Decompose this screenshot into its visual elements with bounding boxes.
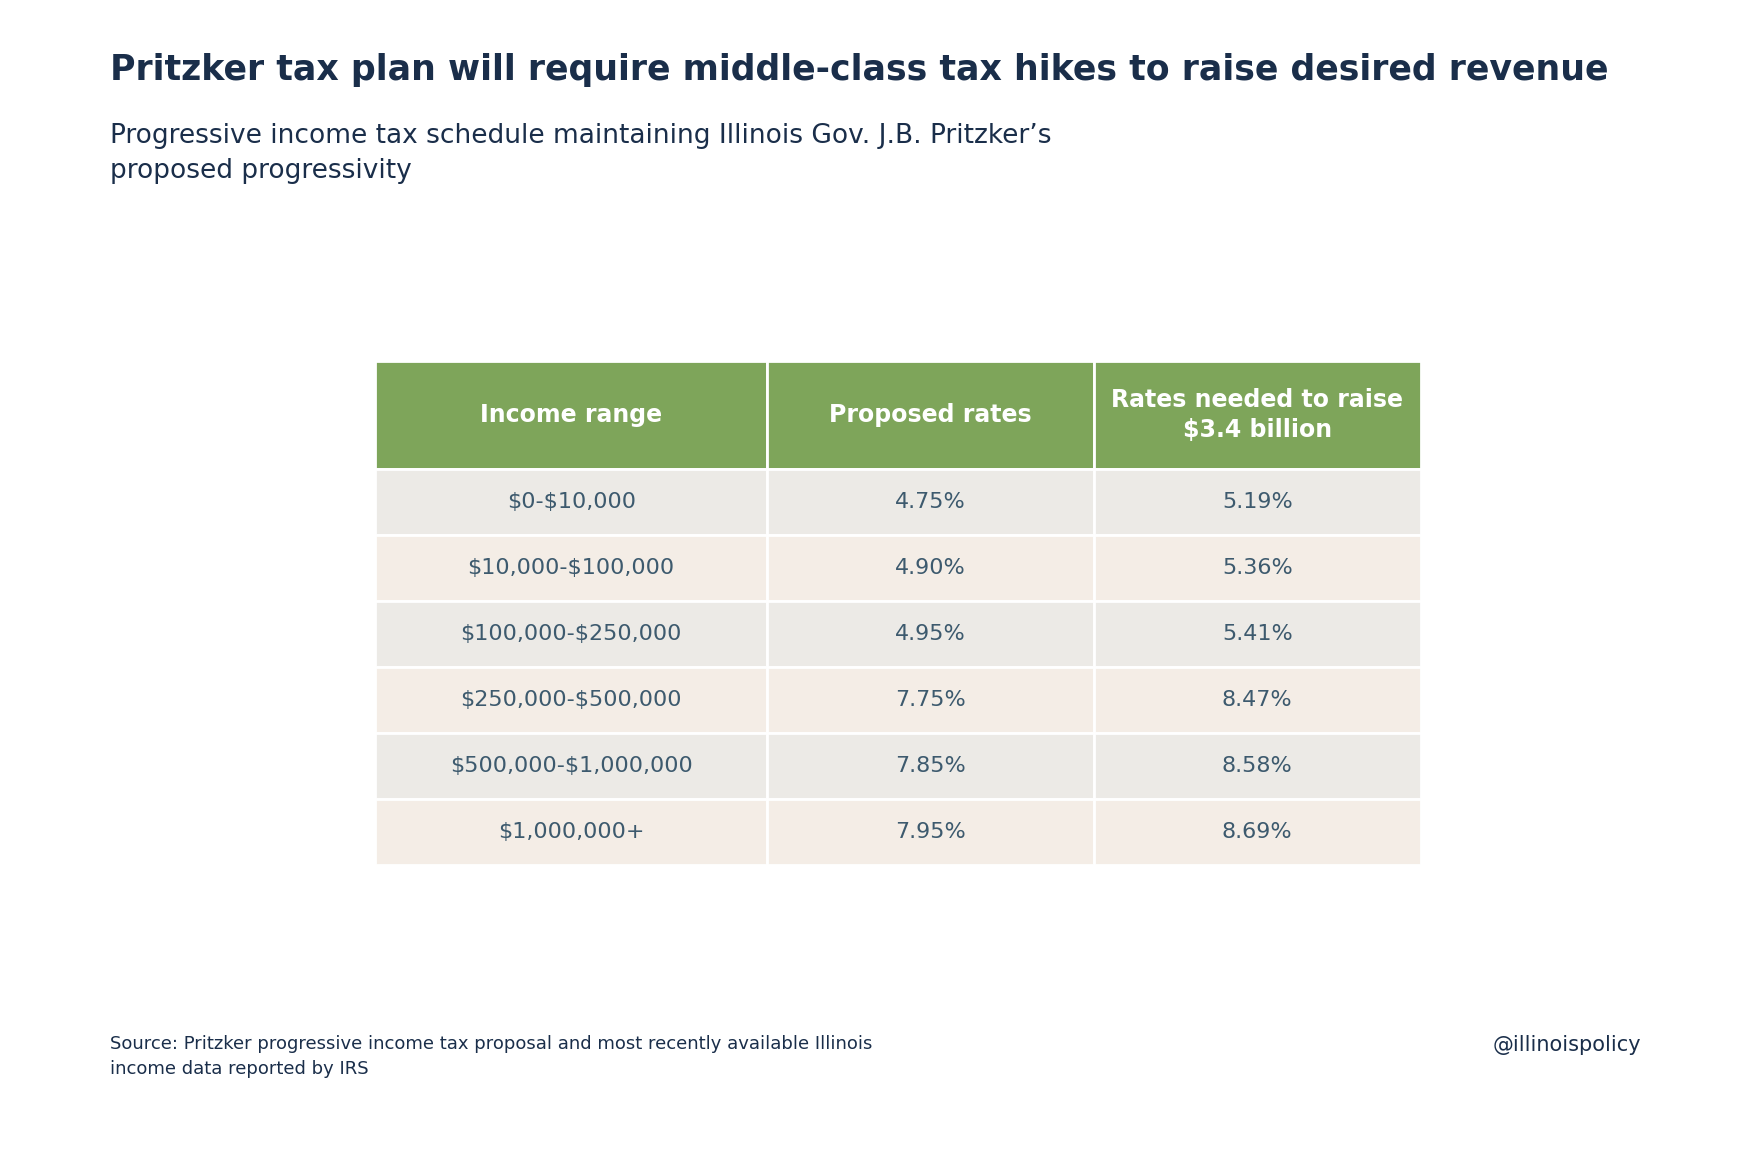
Text: 5.19%: 5.19% — [1221, 492, 1293, 512]
FancyBboxPatch shape — [1093, 535, 1421, 601]
FancyBboxPatch shape — [767, 601, 1093, 667]
Text: 4.75%: 4.75% — [895, 492, 965, 512]
Text: 4.90%: 4.90% — [895, 558, 965, 579]
FancyBboxPatch shape — [767, 535, 1093, 601]
Text: \$0-\$10,000: \$0-\$10,000 — [506, 492, 636, 512]
Text: Proposed rates: Proposed rates — [829, 403, 1032, 427]
FancyBboxPatch shape — [767, 667, 1093, 733]
Text: \$500,000-\$1,000,000: \$500,000-\$1,000,000 — [450, 756, 692, 776]
FancyBboxPatch shape — [375, 601, 767, 667]
FancyBboxPatch shape — [375, 733, 767, 798]
FancyBboxPatch shape — [375, 469, 767, 535]
Text: \$1,000,000+: \$1,000,000+ — [498, 822, 645, 842]
FancyBboxPatch shape — [1093, 601, 1421, 667]
FancyBboxPatch shape — [375, 361, 767, 469]
Text: 7.95%: 7.95% — [895, 822, 965, 842]
Text: 8.58%: 8.58% — [1221, 756, 1293, 776]
Text: Rates needed to raise
\$3.4 billion: Rates needed to raise \$3.4 billion — [1111, 388, 1403, 442]
Text: Income range: Income range — [480, 403, 662, 427]
FancyBboxPatch shape — [767, 361, 1093, 469]
Text: 7.85%: 7.85% — [895, 756, 965, 776]
FancyBboxPatch shape — [1093, 469, 1421, 535]
Text: 8.69%: 8.69% — [1221, 822, 1293, 842]
FancyBboxPatch shape — [1093, 798, 1421, 865]
FancyBboxPatch shape — [1093, 667, 1421, 733]
Text: \$10,000-\$100,000: \$10,000-\$100,000 — [468, 558, 675, 579]
FancyBboxPatch shape — [1093, 361, 1421, 469]
Text: 5.36%: 5.36% — [1221, 558, 1293, 579]
Text: 5.41%: 5.41% — [1221, 624, 1293, 644]
Text: Source: Pritzker progressive income tax proposal and most recently available Ill: Source: Pritzker progressive income tax … — [110, 1035, 872, 1078]
Text: @illinoispolicy: @illinoispolicy — [1493, 1035, 1642, 1054]
Text: \$100,000-\$250,000: \$100,000-\$250,000 — [461, 624, 682, 644]
FancyBboxPatch shape — [375, 535, 767, 601]
Text: Pritzker tax plan will require middle-class tax hikes to raise desired revenue: Pritzker tax plan will require middle-cl… — [110, 53, 1608, 87]
Text: Progressive income tax schedule maintaining Illinois Gov. J.B. Pritzker’s
propos: Progressive income tax schedule maintain… — [110, 123, 1051, 184]
Text: 8.47%: 8.47% — [1221, 690, 1293, 710]
FancyBboxPatch shape — [767, 733, 1093, 798]
Text: 7.75%: 7.75% — [895, 690, 965, 710]
FancyBboxPatch shape — [767, 798, 1093, 865]
Text: \$250,000-\$500,000: \$250,000-\$500,000 — [461, 690, 682, 710]
Text: 4.95%: 4.95% — [895, 624, 965, 644]
FancyBboxPatch shape — [1093, 733, 1421, 798]
FancyBboxPatch shape — [375, 667, 767, 733]
FancyBboxPatch shape — [767, 469, 1093, 535]
FancyBboxPatch shape — [375, 798, 767, 865]
